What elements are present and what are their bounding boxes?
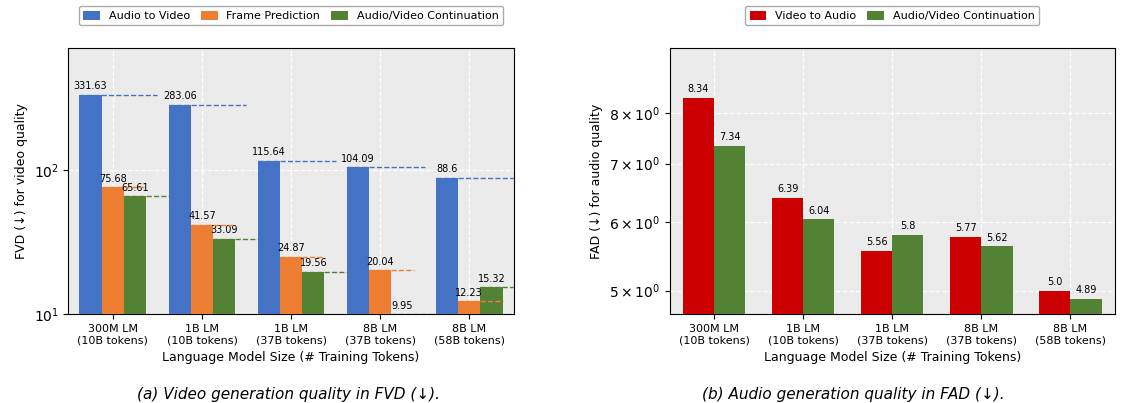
Text: 41.57: 41.57: [188, 211, 216, 221]
Bar: [370, 270, 391, 403]
Bar: [1040, 291, 1070, 403]
Bar: [436, 178, 458, 403]
Text: 104.09: 104.09: [341, 154, 375, 164]
Text: 6.04: 6.04: [808, 206, 829, 216]
Text: 5.77: 5.77: [955, 223, 976, 233]
Bar: [79, 95, 102, 403]
Bar: [124, 196, 146, 403]
Bar: [168, 105, 191, 403]
Text: 8.34: 8.34: [688, 84, 710, 94]
Text: 19.56: 19.56: [299, 258, 327, 268]
Bar: [302, 272, 324, 403]
Bar: [772, 198, 803, 403]
Bar: [258, 161, 280, 403]
Text: 75.68: 75.68: [99, 174, 127, 184]
Text: (a) Video generation quality in FVD (↓).: (a) Video generation quality in FVD (↓).: [137, 387, 440, 402]
Bar: [191, 225, 214, 403]
Bar: [280, 257, 302, 403]
Bar: [480, 287, 503, 403]
Text: 15.32: 15.32: [478, 274, 505, 284]
Bar: [714, 146, 746, 403]
Text: 283.06: 283.06: [163, 91, 197, 101]
Text: 4.89: 4.89: [1076, 285, 1097, 295]
Text: 115.64: 115.64: [252, 147, 286, 157]
Text: 33.09: 33.09: [210, 226, 238, 235]
Text: 7.34: 7.34: [719, 132, 740, 142]
Y-axis label: FVD (↓) for video quality: FVD (↓) for video quality: [15, 103, 28, 259]
Text: 88.6: 88.6: [436, 164, 458, 174]
Bar: [981, 247, 1012, 403]
X-axis label: Language Model Size (# Training Tokens): Language Model Size (# Training Tokens): [163, 351, 419, 364]
Bar: [214, 239, 235, 403]
Text: 5.0: 5.0: [1048, 277, 1062, 287]
Bar: [683, 98, 714, 403]
Text: 6.39: 6.39: [777, 184, 798, 194]
Text: 20.04: 20.04: [366, 257, 394, 267]
Bar: [458, 301, 480, 403]
Text: 5.8: 5.8: [901, 221, 915, 231]
Text: 331.63: 331.63: [73, 81, 107, 91]
Bar: [391, 314, 414, 403]
Bar: [347, 168, 370, 403]
Y-axis label: FAD (↓) for audio quality: FAD (↓) for audio quality: [590, 104, 603, 259]
Text: 65.61: 65.61: [121, 183, 149, 193]
Legend: Audio to Video, Frame Prediction, Audio/Video Continuation: Audio to Video, Frame Prediction, Audio/…: [79, 6, 503, 25]
Text: (b) Audio generation quality in FAD (↓).: (b) Audio generation quality in FAD (↓).: [702, 387, 1005, 402]
Text: 5.62: 5.62: [986, 233, 1008, 243]
Text: 24.87: 24.87: [277, 243, 305, 253]
Bar: [1070, 299, 1102, 403]
Text: 12.23: 12.23: [455, 288, 483, 298]
Bar: [950, 237, 981, 403]
X-axis label: Language Model Size (# Training Tokens): Language Model Size (# Training Tokens): [764, 351, 1020, 364]
Text: 5.56: 5.56: [866, 237, 887, 247]
Bar: [861, 251, 893, 403]
Text: 9.95: 9.95: [392, 301, 414, 311]
Bar: [803, 219, 834, 403]
Legend: Video to Audio, Audio/Video Continuation: Video to Audio, Audio/Video Continuation: [746, 6, 1040, 25]
Bar: [893, 235, 923, 403]
Bar: [102, 187, 124, 403]
